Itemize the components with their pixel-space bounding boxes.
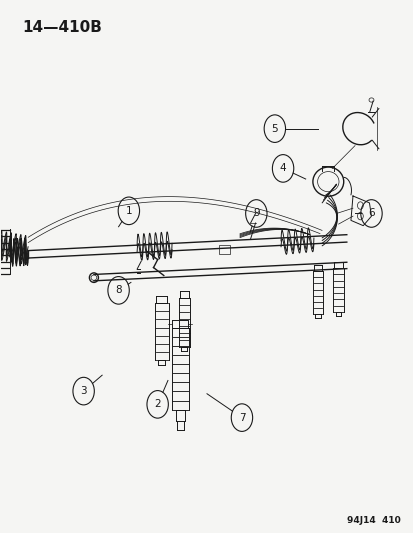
Text: 9: 9 (252, 208, 259, 219)
Text: 6: 6 (367, 208, 374, 219)
Text: 14—410B: 14—410B (22, 20, 102, 35)
Text: 4: 4 (279, 164, 286, 173)
Text: 7: 7 (238, 413, 244, 423)
Text: 1: 1 (125, 206, 132, 216)
Text: 8: 8 (115, 285, 121, 295)
Text: 94J14  410: 94J14 410 (346, 516, 399, 525)
Text: 2: 2 (154, 399, 161, 409)
Text: 5: 5 (271, 124, 278, 134)
Text: 3: 3 (80, 386, 87, 396)
